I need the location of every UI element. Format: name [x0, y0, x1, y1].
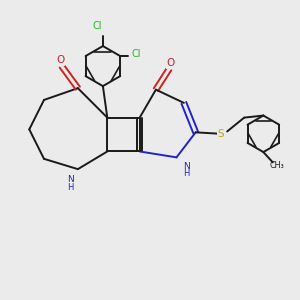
- Text: O: O: [167, 58, 175, 68]
- Text: Cl: Cl: [93, 21, 102, 31]
- Text: N: N: [183, 162, 190, 171]
- Text: N: N: [67, 175, 74, 184]
- Text: H: H: [67, 183, 74, 192]
- Text: Cl: Cl: [132, 49, 141, 59]
- Text: H: H: [184, 169, 190, 178]
- Text: O: O: [56, 55, 64, 65]
- Text: S: S: [218, 129, 224, 139]
- Text: CH₃: CH₃: [270, 161, 285, 170]
